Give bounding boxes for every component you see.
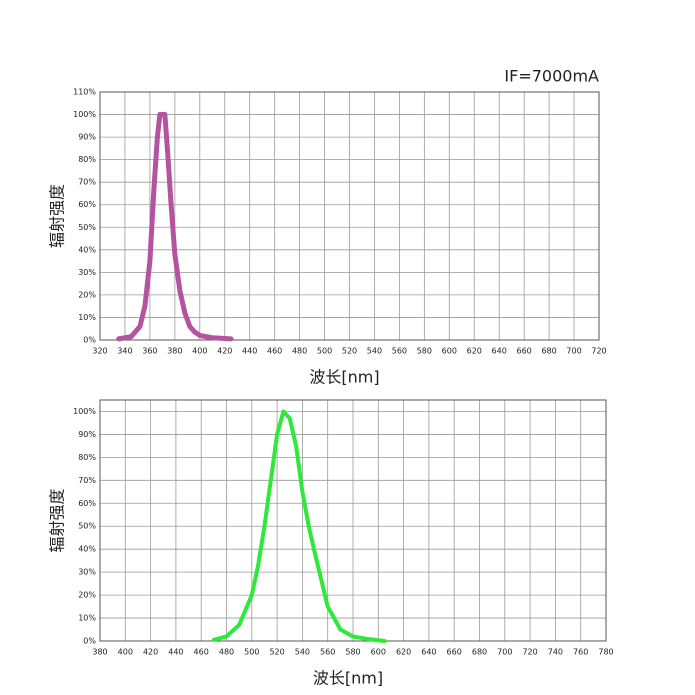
x-tick-label: 460 [194,648,209,657]
x-axis-label: 波长[nm] [313,669,383,688]
x-tick-label: 600 [442,347,457,356]
y-tick-label: 60% [78,499,96,508]
x-axis-label: 波长[nm] [309,368,379,387]
y-tick-label: 40% [78,545,96,554]
y-tick-label: 30% [78,268,96,277]
y-tick-label: 50% [78,522,96,531]
x-tick-label: 500 [317,347,332,356]
x-tick-label: 420 [217,347,232,356]
y-tick-label: 0% [83,637,96,646]
y-tick-label: 70% [78,476,96,485]
y-tick-label: 110% [73,88,96,97]
spectrum-line [116,112,234,342]
y-tick-label: 20% [78,290,96,299]
x-tick-label: 720 [522,648,537,657]
x-tick-label: 400 [118,648,133,657]
x-tick-label: 380 [167,347,182,356]
y-tick-label: 40% [78,245,96,254]
plot-frame [99,91,600,341]
y-tick-label: 50% [78,223,96,232]
y-tick-label: 80% [78,155,96,164]
x-tick-label: 380 [92,648,107,657]
x-tick-label: 400 [192,347,207,356]
x-tick-label: 340 [117,347,132,356]
y-tick-label: 90% [78,430,96,439]
x-tick-label: 620 [467,347,482,356]
x-tick-label: 680 [472,648,487,657]
x-tick-label: 540 [295,648,310,657]
y-tick-label: 60% [78,200,96,209]
x-tick-label: 620 [396,648,411,657]
x-tick-label: 520 [269,648,284,657]
x-tick-label: 600 [371,648,386,657]
x-tick-label: 440 [168,648,183,657]
y-axis-label: 辐射强度 [48,488,67,552]
x-tick-label: 360 [142,347,157,356]
x-tick-label: 500 [244,648,259,657]
x-tick-label: 660 [517,347,532,356]
y-tick-label: 30% [78,568,96,577]
y-tick-label: 90% [78,133,96,142]
x-tick-label: 440 [242,347,257,356]
y-tick-label: 0% [83,336,96,345]
annotation: IF=7000mA [504,67,599,86]
x-tick-label: 320 [92,347,107,356]
y-tick-label: 10% [78,614,96,623]
x-tick-label: 580 [417,347,432,356]
y-tick-label: 20% [78,591,96,600]
y-tick-label: 80% [78,453,96,462]
x-tick-label: 780 [598,648,613,657]
y-tick-label: 100% [73,407,96,416]
x-tick-label: 700 [566,347,581,356]
x-tick-label: 760 [573,648,588,657]
y-tick-label: 100% [73,110,96,119]
x-tick-label: 480 [219,648,234,657]
y-tick-label: 10% [78,313,96,322]
x-tick-label: 560 [320,648,335,657]
x-tick-label: 560 [392,347,407,356]
x-tick-label: 640 [421,648,436,657]
x-tick-label: 520 [342,347,357,356]
x-tick-label: 740 [548,648,563,657]
x-tick-label: 700 [497,648,512,657]
plot-frame [99,399,607,642]
x-tick-label: 460 [267,347,282,356]
x-tick-label: 720 [591,347,606,356]
x-tick-label: 480 [292,347,307,356]
spectrum-line [211,409,387,643]
x-tick-label: 420 [143,648,158,657]
x-tick-label: 660 [447,648,462,657]
x-tick-label: 540 [367,347,382,356]
x-tick-label: 640 [492,347,507,356]
y-axis-label: 辐射强度 [48,184,67,248]
y-tick-label: 70% [78,178,96,187]
x-tick-label: 680 [541,347,556,356]
x-tick-label: 580 [345,648,360,657]
